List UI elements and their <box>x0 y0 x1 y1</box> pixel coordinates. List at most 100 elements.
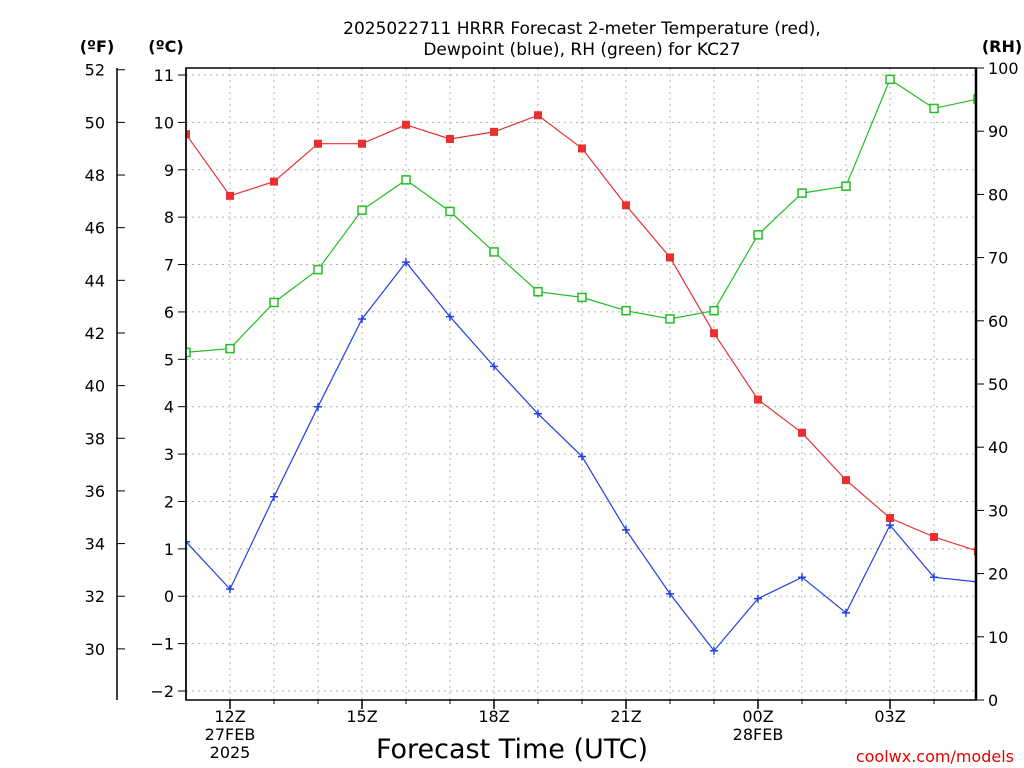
dewpoint-point <box>226 585 234 594</box>
rh-tick-label: 100 <box>988 59 1019 78</box>
dewpoint-point <box>886 521 894 530</box>
celsius-tick-label: 3 <box>164 445 174 464</box>
rh-point <box>357 205 367 215</box>
celsius-tick-label: −1 <box>150 635 174 654</box>
celsius-tick-label: 11 <box>154 66 174 85</box>
fahrenheit-tick-label: 50 <box>85 113 105 132</box>
rh-axis: 0 10 20 30 40 50 60 70 80 90 100 <box>976 59 1019 710</box>
fahrenheit-tick-label: 40 <box>85 377 105 396</box>
rh-unit-label: (RH) <box>982 37 1022 56</box>
fahrenheit-tick-label: 38 <box>85 429 105 448</box>
rh-tick-label: 50 <box>988 375 1008 394</box>
dewpoint-point <box>186 537 190 546</box>
celsius-tick-label: 1 <box>164 540 174 559</box>
celsius-tick-label: 6 <box>164 303 174 322</box>
rh-point <box>225 343 235 354</box>
rh-point <box>841 181 851 191</box>
dewpoint-point <box>798 573 806 582</box>
temperature-point <box>270 177 278 186</box>
temperature-point <box>842 476 850 485</box>
dewpoint-point <box>402 258 410 267</box>
chart-title-line-2: Dewpoint (blue), RH (green) for KC27 <box>423 40 740 60</box>
time-tick-label: 2025 <box>210 743 251 762</box>
fahrenheit-tick-label: 32 <box>85 587 105 606</box>
temperature-point <box>446 134 454 143</box>
temperature-point <box>666 253 674 262</box>
temperature-point <box>186 130 190 139</box>
temperature-point <box>402 120 410 129</box>
dewpoint-point <box>754 594 762 603</box>
rh-point <box>533 286 543 297</box>
dewpoint-point <box>358 315 366 324</box>
dewpoint-point <box>534 409 542 418</box>
time-tick-label: 27FEB <box>205 725 256 744</box>
rh-point <box>401 175 411 185</box>
temperature-point <box>226 191 234 200</box>
celsius-unit-label: (ºC) <box>148 37 183 56</box>
rh-tick-label: 40 <box>988 438 1008 457</box>
rh-point <box>577 292 587 303</box>
rh-tick-label: 30 <box>988 501 1008 520</box>
dewpoint-point <box>314 402 322 411</box>
time-tick-label: 12Z <box>214 707 245 726</box>
rh-tick-label: 60 <box>988 312 1008 331</box>
rh-point <box>186 347 191 358</box>
celsius-tick-label: 8 <box>164 208 174 227</box>
plot-frame <box>185 67 977 701</box>
rh-point <box>445 206 455 217</box>
fahrenheit-tick-label: 52 <box>85 61 105 80</box>
fahrenheit-tick-label: 30 <box>85 640 105 659</box>
fahrenheit-tick-label: 44 <box>85 271 105 290</box>
dewpoint-point <box>666 589 674 598</box>
fahrenheit-tick-label: 46 <box>85 219 105 238</box>
rh-tick-label: 80 <box>988 185 1008 204</box>
x-axis-label: Forecast Time (UTC) <box>376 734 648 765</box>
dewpoint-point <box>930 573 938 582</box>
celsius-tick-label: −2 <box>150 682 174 701</box>
dewpoint-point <box>710 646 718 655</box>
rh-tick-label: 0 <box>988 691 998 710</box>
celsius-tick-label: 4 <box>164 398 174 417</box>
dewpoint-point <box>490 362 498 371</box>
rh-point <box>313 264 323 275</box>
dewpoint-point <box>446 312 454 321</box>
rh-tick-label: 20 <box>988 565 1008 584</box>
time-tick-label: 21Z <box>610 707 641 726</box>
rh-point <box>753 230 763 240</box>
rh-point <box>797 188 807 198</box>
celsius-tick-label: 7 <box>164 256 174 275</box>
fahrenheit-tick-label: 48 <box>85 166 105 185</box>
credit-text: coolwx.com/models <box>856 747 1014 766</box>
grid-lines <box>186 68 976 700</box>
dewpoint-point <box>270 492 278 501</box>
temperature-point <box>314 139 322 148</box>
temperature-point <box>710 329 718 338</box>
rh-tick-label: 90 <box>988 122 1008 141</box>
temperature-axes: −2−1012345678910113032343638404244464850… <box>85 61 187 701</box>
rh-point <box>885 74 895 85</box>
fahrenheit-tick-label: 36 <box>85 482 105 501</box>
temperature-point <box>578 144 586 153</box>
rh-point <box>929 103 939 114</box>
rh-point <box>269 297 279 308</box>
celsius-tick-label: 2 <box>164 492 174 511</box>
temperature-point <box>930 533 938 541</box>
rh-point <box>489 247 499 257</box>
temperature-point <box>622 201 630 210</box>
time-tick-label: 00Z <box>742 707 773 726</box>
celsius-tick-label: 9 <box>164 161 174 180</box>
temperature-point <box>754 395 762 404</box>
series-layer <box>186 74 976 655</box>
time-tick-label: 15Z <box>346 707 377 726</box>
time-tick-label: 03Z <box>874 707 905 726</box>
time-tick-label: 28FEB <box>733 725 784 744</box>
celsius-tick-label: 5 <box>164 350 174 369</box>
temperature-point <box>534 111 542 120</box>
temperature-point <box>490 127 498 136</box>
celsius-tick-label: 10 <box>154 113 174 132</box>
rh-tick-label: 70 <box>988 249 1008 268</box>
temperature-point <box>798 428 806 437</box>
temperature-point <box>358 139 366 148</box>
